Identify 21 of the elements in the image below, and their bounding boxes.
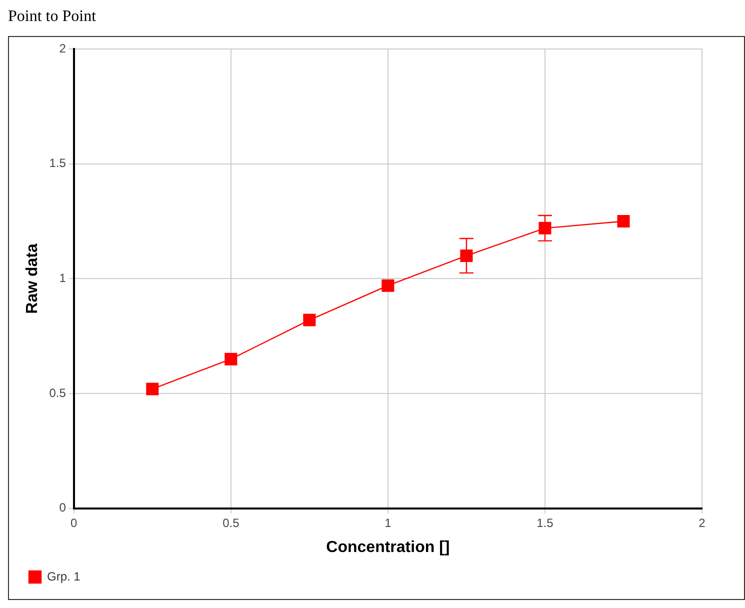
- x-axis-title: Concentration []: [326, 538, 450, 556]
- y-tick-label: 0.5: [49, 386, 66, 400]
- x-tick-label: 1: [384, 516, 392, 530]
- y-tick-label: 1.5: [49, 156, 66, 170]
- point: [303, 314, 316, 326]
- y-tick-label: 2: [59, 41, 66, 56]
- point: [460, 249, 473, 262]
- point: [224, 352, 238, 366]
- y-tick-label: 0: [59, 500, 66, 515]
- x-tick-label: 0: [70, 516, 78, 530]
- x-tick-label: 1.5: [536, 516, 554, 530]
- x-tick-label: 2: [698, 516, 706, 530]
- point: [617, 215, 630, 228]
- legend-label: Grp. 1: [47, 569, 81, 584]
- point: [382, 279, 394, 292]
- point: [146, 382, 159, 396]
- x-tick-label: 0.5: [222, 516, 240, 530]
- y-axis-title: Raw data: [24, 243, 42, 314]
- chart-title: Point to Point: [8, 8, 98, 26]
- y-tick-label: 1: [59, 271, 66, 286]
- point: [538, 222, 552, 234]
